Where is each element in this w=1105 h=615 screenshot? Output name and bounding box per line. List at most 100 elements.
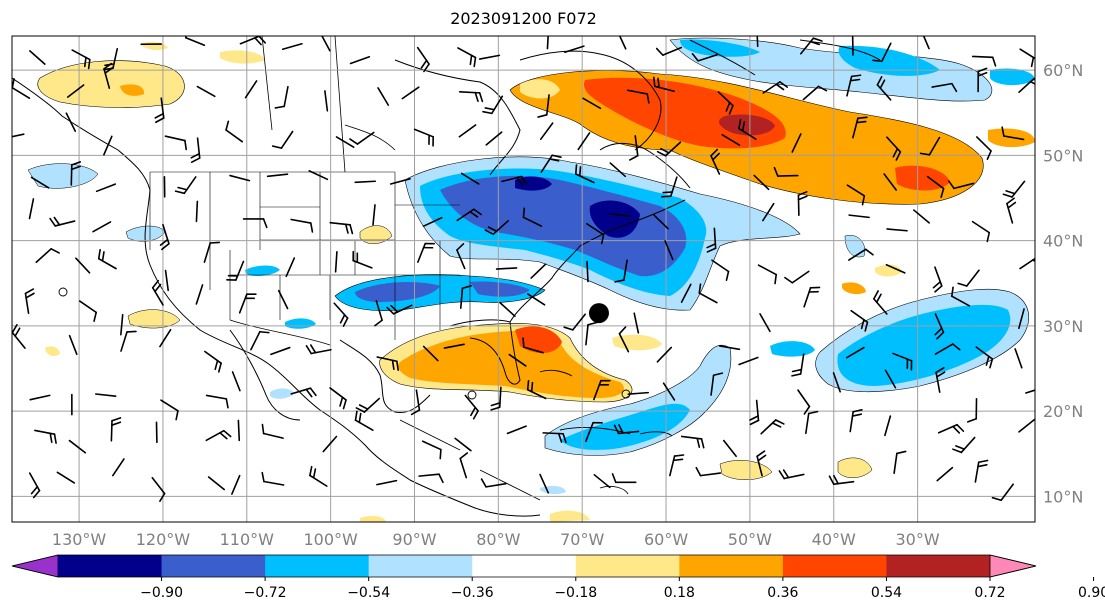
wind-barb [526, 379, 547, 400]
wind-barb [334, 251, 338, 273]
wind-barb [892, 352, 913, 371]
wind-barb [760, 419, 785, 435]
wind-barb [66, 84, 85, 98]
graticule [12, 36, 1035, 522]
wind-barb [971, 55, 997, 67]
wind-barb [872, 42, 892, 63]
wind-barb [24, 288, 35, 315]
wind-barb [372, 204, 376, 226]
wind-barb [586, 260, 589, 283]
wind-barb [749, 399, 760, 426]
wind-barb [932, 266, 943, 293]
wind-barb [460, 172, 480, 185]
positive-anomaly-gulf-of-mexico [379, 322, 662, 403]
wind-barb [680, 435, 705, 449]
wind-barb [710, 148, 721, 175]
wind-barb [593, 379, 611, 401]
wind-barb [626, 89, 650, 104]
wind-barb [873, 290, 888, 315]
colorbar-bin [58, 555, 163, 577]
wind-barb [791, 353, 805, 377]
wind-barb [613, 424, 640, 435]
wind-barb [884, 369, 897, 389]
wind-barb [883, 173, 897, 191]
wind-barb [574, 164, 595, 184]
wind-barb [886, 136, 902, 161]
wind-barb [389, 178, 411, 185]
wind-barb [711, 259, 730, 282]
wind-barb [244, 80, 258, 99]
wind-barb [721, 133, 741, 146]
wind-barb [164, 135, 188, 151]
colorbar-bin [161, 555, 266, 577]
wind-barb [422, 345, 439, 362]
wind-barb [778, 469, 805, 480]
wind-barb [413, 128, 434, 147]
wind-barb [459, 452, 469, 479]
wind-barb [784, 270, 810, 284]
colorbar-bin [472, 555, 577, 577]
wind-barb [277, 289, 289, 310]
wind-barb [290, 218, 314, 233]
wind-barb [377, 87, 390, 106]
wind-barb [174, 176, 197, 195]
colorbar-tick-label: 0.36 [767, 585, 798, 601]
wind-barb [931, 82, 958, 93]
wind-barb [231, 474, 241, 495]
wind-barb [225, 120, 244, 143]
wind-barb [103, 135, 113, 156]
storm-center-marker [588, 303, 609, 324]
wind-barb [691, 52, 718, 62]
wind-barb [975, 346, 994, 369]
lon-tick-label: 100°W [303, 530, 358, 549]
wind-barb [484, 219, 509, 235]
wind-barb [706, 227, 717, 253]
lon-tick-label: 90°W [392, 530, 436, 549]
minor-anomaly-patches [27, 163, 902, 522]
lat-tick-label: 30°N [1043, 317, 1083, 336]
wind-barb [934, 343, 961, 355]
wind-barb [250, 330, 270, 351]
colorbar-extend-low [11, 554, 59, 578]
wind-barb [539, 122, 554, 140]
wind-barb [577, 132, 591, 151]
positive-anomaly-north-atlantic [509, 70, 1035, 205]
wind-barb [586, 223, 605, 245]
wind-barb [75, 257, 91, 274]
wind-barb [261, 423, 284, 439]
wind-barb [464, 394, 479, 420]
wind-barb [546, 36, 549, 50]
wind-barb [29, 50, 46, 65]
colorbar-bin [575, 555, 680, 577]
wind-barb [618, 326, 630, 353]
wind-barb [1019, 48, 1035, 70]
wind-barb [195, 284, 204, 305]
wind-barb [738, 118, 757, 140]
wind-barb [1002, 180, 1026, 198]
wind-barb [485, 131, 503, 146]
lon-tick-label: 40°W [812, 530, 856, 549]
wind-barb [934, 313, 945, 340]
wind-barb [522, 337, 544, 354]
wind-barb [522, 207, 543, 227]
wind-barb [661, 176, 678, 198]
wind-barb [1025, 389, 1035, 394]
wind-barb [564, 45, 585, 54]
wind-barb [482, 95, 504, 115]
wind-barb [354, 180, 377, 184]
lon-tick-label: 120°W [136, 530, 191, 549]
wind-barb [762, 81, 789, 94]
wind-barb [417, 242, 436, 263]
wind-barb [285, 257, 296, 278]
wind-barb [352, 250, 373, 269]
colorbar-tick-label: −0.72 [244, 585, 287, 601]
wind-barb [349, 131, 375, 145]
wind-barb [478, 54, 501, 60]
colorbar-tick-label: 0.18 [664, 585, 695, 601]
colorbar-tick-label: −0.18 [554, 585, 597, 601]
wind-barb [242, 218, 268, 229]
wind-barb [12, 133, 25, 138]
wind-barb [281, 42, 303, 51]
wind-barb [753, 174, 770, 191]
lon-tick-label: 130°W [52, 530, 107, 549]
